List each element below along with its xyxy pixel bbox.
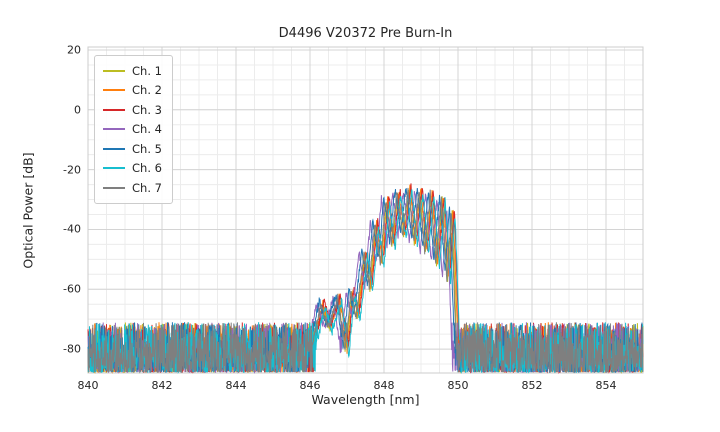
y-axis-label: Optical Power [dB] — [20, 152, 36, 269]
y-tick-label: -80 — [63, 342, 81, 356]
legend-label: Ch. 1 — [132, 63, 162, 78]
x-tick-label: 854 — [595, 379, 617, 392]
legend-item: Ch. 1 — [103, 61, 162, 81]
x-tick-label: 848 — [373, 379, 395, 392]
legend-line-swatch — [103, 108, 125, 111]
legend-label: Ch. 6 — [132, 161, 162, 176]
x-tick-label: 840 — [77, 379, 99, 392]
series-trace-7 — [87, 187, 644, 374]
legend-label: Ch. 2 — [132, 83, 162, 98]
y-tick-label: 20 — [67, 43, 81, 57]
y-tick-label: -60 — [63, 282, 81, 296]
x-tick-label: 850 — [447, 379, 469, 392]
legend-item: Ch. 4 — [103, 120, 162, 140]
legend-line-swatch — [103, 89, 125, 92]
y-tick-label: -20 — [63, 163, 81, 177]
x-tick-label: 852 — [521, 379, 543, 392]
legend-item: Ch. 2 — [103, 81, 162, 101]
legend-label: Ch. 3 — [132, 102, 162, 117]
x-tick-label: 846 — [299, 379, 321, 392]
chart-title: D4496 V20372 Pre Burn-In — [278, 26, 453, 41]
x-tick-label: 842 — [151, 379, 173, 392]
legend-line-swatch — [103, 167, 125, 170]
legend-line-swatch — [103, 128, 125, 131]
legend-line-swatch — [103, 186, 125, 189]
x-axis-label: Wavelength [nm] — [311, 392, 420, 407]
legend-item: Ch. 6 — [103, 159, 162, 179]
y-tick-label: 0 — [74, 103, 81, 117]
legend-item: Ch. 7 — [103, 178, 162, 198]
legend-item: Ch. 3 — [103, 100, 162, 120]
plot-frame — [87, 46, 644, 374]
y-tick-label: -40 — [63, 222, 81, 236]
legend-item: Ch. 5 — [103, 139, 162, 159]
legend: Ch. 1 Ch. 2 Ch. 3 Ch. 4 Ch. 5 Ch. 6 Ch. 7 — [94, 55, 173, 204]
x-tick-label: 844 — [225, 379, 247, 392]
legend-label: Ch. 4 — [132, 122, 162, 137]
legend-label: Ch. 7 — [132, 180, 162, 195]
legend-line-swatch — [103, 147, 125, 150]
legend-line-swatch — [103, 69, 125, 72]
legend-label: Ch. 5 — [132, 141, 162, 156]
